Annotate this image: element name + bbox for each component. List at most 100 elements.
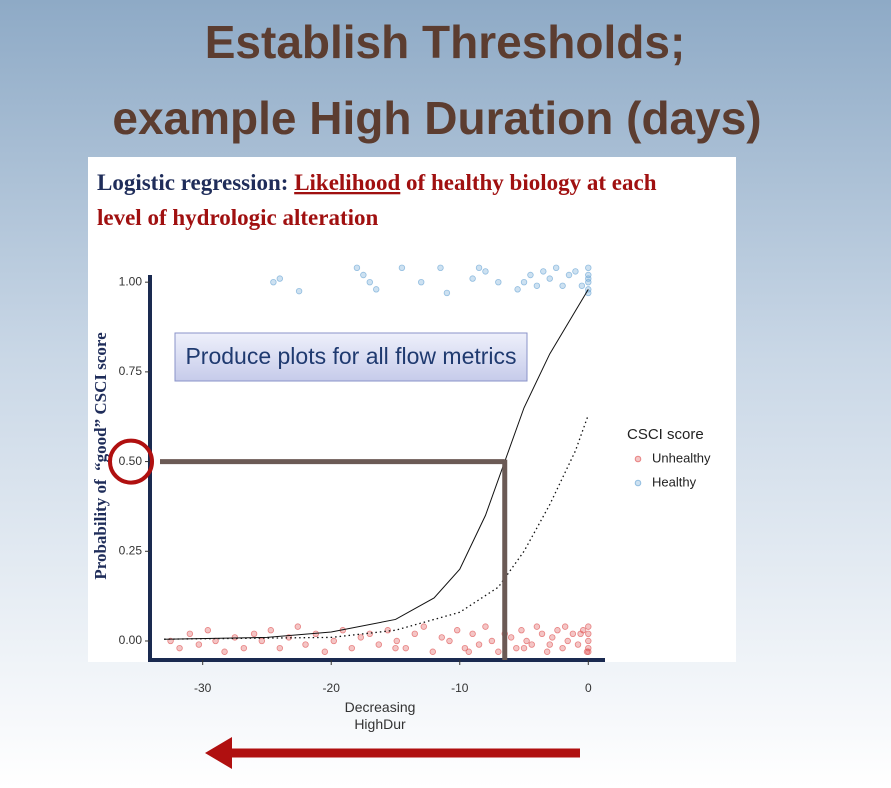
point	[585, 637, 592, 645]
x-tick-label: -30	[194, 681, 212, 695]
point	[475, 264, 483, 272]
point	[195, 641, 203, 648]
point	[250, 630, 258, 638]
chart-panel	[88, 157, 736, 662]
legend-swatch	[634, 479, 642, 487]
point	[559, 644, 566, 652]
point	[276, 644, 284, 652]
y-tick-label: 1.00	[119, 274, 143, 288]
point	[561, 623, 569, 630]
point	[546, 275, 553, 282]
highlight-circle	[108, 438, 154, 485]
x-tick-label: -10	[451, 681, 469, 695]
point	[294, 623, 302, 630]
point	[221, 648, 228, 655]
point	[482, 268, 489, 275]
point	[469, 275, 476, 282]
point	[495, 278, 502, 286]
point	[513, 644, 520, 652]
point	[528, 641, 535, 648]
point	[267, 627, 275, 634]
point	[411, 630, 418, 638]
point	[276, 275, 284, 282]
point	[465, 648, 472, 655]
point	[429, 648, 436, 655]
point	[418, 278, 425, 286]
point	[565, 271, 573, 279]
point	[585, 623, 592, 630]
point	[540, 268, 547, 275]
subtitle-rest: of healthy biology at each	[406, 170, 657, 195]
point	[520, 278, 528, 286]
point	[446, 637, 453, 645]
point	[231, 634, 239, 641]
point	[564, 637, 571, 645]
x-axis-label: Decreasing	[345, 699, 416, 715]
legend-label: Healthy	[652, 474, 697, 489]
y-tick-label: 0.25	[119, 543, 143, 557]
x-tick-label: 0	[585, 681, 592, 695]
point	[186, 630, 194, 638]
fitted-curve	[164, 289, 589, 640]
point	[569, 630, 577, 638]
point	[533, 282, 541, 289]
point	[585, 264, 592, 272]
point	[204, 627, 212, 634]
point	[543, 648, 551, 655]
y-tick-label: 0.50	[119, 454, 143, 468]
point	[348, 644, 355, 652]
point	[520, 644, 528, 652]
point	[453, 627, 461, 634]
y-tick-label: 0.75	[119, 364, 143, 378]
point	[549, 634, 556, 641]
fitted-curve	[164, 414, 589, 640]
point	[392, 644, 399, 652]
legend-title: CSCI score	[627, 426, 704, 443]
arrow-head	[205, 737, 232, 769]
point	[585, 648, 592, 655]
subtitle: Logistic regression: Likelihood of healt…	[97, 170, 657, 195]
point	[469, 630, 476, 638]
legend-swatch	[634, 455, 642, 463]
point	[443, 289, 451, 297]
point	[577, 630, 584, 638]
point	[270, 278, 277, 286]
callout: Produce plots for all flow metrics	[185, 343, 516, 369]
point	[475, 641, 483, 648]
point	[393, 637, 400, 645]
point	[507, 634, 515, 641]
point	[420, 623, 427, 630]
point	[482, 623, 489, 630]
point	[212, 637, 219, 645]
point	[514, 286, 521, 293]
point	[585, 275, 592, 282]
point	[402, 644, 409, 652]
point	[360, 271, 367, 279]
y-tick-label: 0.00	[119, 633, 143, 647]
point	[546, 641, 553, 648]
point	[176, 644, 183, 652]
point	[518, 627, 525, 634]
legend-label: Unhealthy	[652, 450, 711, 465]
title-line: Establish Thresholds;	[205, 16, 686, 68]
point	[527, 271, 534, 279]
x-axis-label: HighDur	[354, 716, 406, 732]
callout-box	[174, 332, 528, 382]
point	[574, 641, 582, 648]
point	[461, 644, 469, 652]
point	[357, 634, 364, 641]
point	[585, 630, 592, 638]
point	[552, 264, 560, 272]
point	[578, 282, 586, 289]
point	[554, 627, 561, 634]
point	[438, 634, 445, 641]
point	[533, 623, 541, 630]
point	[366, 278, 373, 286]
point	[437, 264, 444, 272]
point	[330, 637, 337, 645]
subtitle-lead: Logistic regression:	[97, 170, 288, 195]
point	[523, 637, 530, 645]
point	[559, 282, 566, 289]
